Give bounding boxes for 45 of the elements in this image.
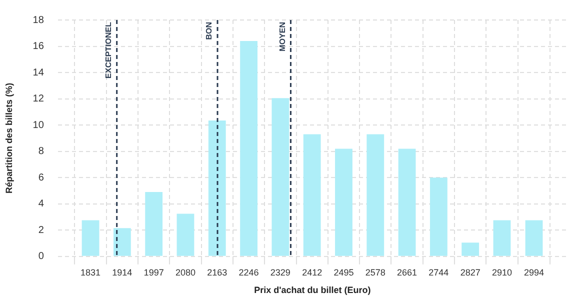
- y-tick-label: 18: [32, 14, 44, 26]
- x-axis-title: Prix d'achat du billet (Euro): [254, 285, 371, 296]
- bar: [208, 120, 226, 256]
- bar: [272, 98, 290, 256]
- bar: [335, 148, 352, 256]
- y-tick-label: 10: [32, 120, 44, 131]
- x-tick-label: 2994: [524, 267, 544, 278]
- x-tick-label: 1914: [112, 267, 132, 278]
- bar: [240, 41, 258, 256]
- x-tick-label: 2661: [397, 267, 418, 278]
- x-tick-label: 1997: [144, 267, 164, 278]
- y-tick-label: 14: [32, 67, 44, 78]
- x-tick-label: 2910: [492, 267, 512, 278]
- x-tick-label: 2495: [334, 267, 354, 278]
- bar: [145, 192, 163, 256]
- bar: [303, 134, 321, 256]
- x-tick-label: 2412: [302, 267, 322, 278]
- y-tick-label: 0: [38, 251, 44, 262]
- ref-line-label: EXCEPTIONEL: [104, 22, 114, 78]
- bar: [398, 148, 416, 256]
- bar: [176, 214, 194, 256]
- bar: [82, 220, 100, 256]
- ref-line-label: MOYEN: [278, 22, 287, 52]
- x-tick-label: 2246: [238, 267, 259, 278]
- bar: [430, 178, 448, 256]
- y-tick-label: 16: [32, 41, 44, 52]
- y-tick-label: 4: [38, 198, 44, 210]
- bar: [493, 220, 511, 256]
- y-tick-label: 6: [38, 172, 44, 184]
- bar: [113, 228, 131, 256]
- y-tick-label: 8: [38, 146, 44, 158]
- x-tick-label: 2080: [175, 267, 196, 278]
- y-tick-label: 2: [38, 224, 44, 236]
- x-tick-label: 2827: [460, 267, 480, 278]
- y-tick-label: 12: [32, 94, 44, 105]
- y-axis-title: Répartition des billets (%): [4, 82, 14, 194]
- x-tick-label: 2163: [207, 267, 228, 278]
- bar: [525, 220, 543, 256]
- bar: [462, 242, 480, 256]
- x-tick-label: 2578: [365, 267, 386, 278]
- bar: [366, 134, 384, 256]
- x-tick-label: 1831: [80, 267, 101, 278]
- x-tick-label: 2744: [428, 267, 449, 278]
- ref-line-label: BON: [204, 22, 214, 40]
- x-tick-label: 2329: [270, 267, 290, 278]
